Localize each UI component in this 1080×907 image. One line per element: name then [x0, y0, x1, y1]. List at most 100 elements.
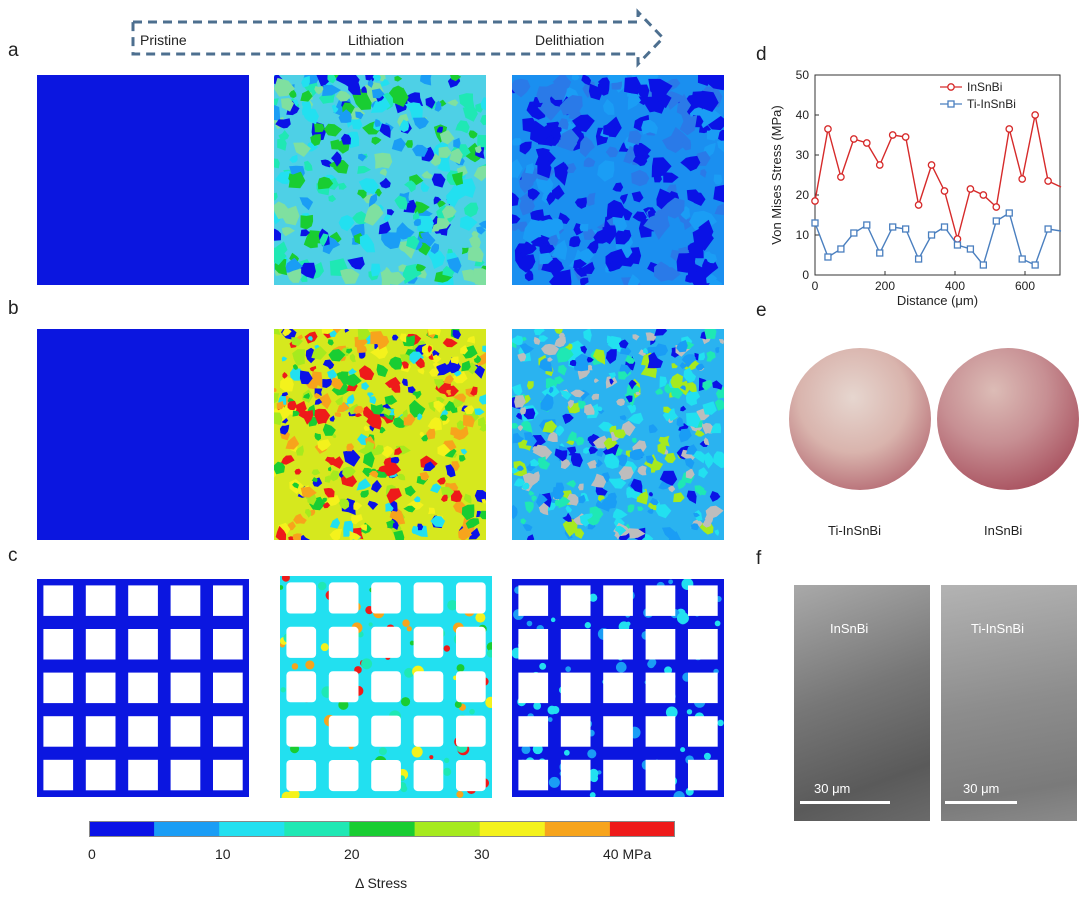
point-0-10 [940, 187, 949, 195]
point-0-18 [1044, 177, 1052, 185]
x-tick-label: 600 [1015, 279, 1035, 293]
point-1-18 [1044, 225, 1052, 233]
point-0-1 [824, 125, 832, 133]
sem-scale-bar-right [945, 801, 1017, 804]
panel-label-f: f [756, 548, 762, 569]
point-0-0 [811, 197, 819, 205]
point-0-17 [1031, 111, 1039, 119]
stress-line-chart: 0 10 20 30 40 50 0 200 400 600 Distance (μm) Von Mi… [769, 68, 1062, 308]
sem-scale-text-right: 30 μm [963, 781, 1000, 796]
point-1-11 [953, 241, 962, 249]
point-0-13 [979, 191, 988, 199]
point-1-17 [1031, 261, 1039, 269]
legend-label-1: Ti-InSnBi [967, 97, 1016, 111]
x-tick-label: 400 [945, 279, 965, 293]
point-1-5 [876, 249, 884, 257]
legend-label-0: InSnBi [967, 80, 1002, 94]
point-0-4 [862, 139, 871, 147]
y-tick-label: 50 [796, 68, 810, 82]
photo-ti-insnbi-disc [789, 348, 931, 490]
sim-a-lithiation [274, 75, 486, 285]
point-1-9 [927, 231, 936, 239]
colorbar-swatch [154, 821, 220, 837]
point-1-15 [1005, 209, 1013, 217]
point-0-6 [888, 131, 897, 139]
panel-label-e: e [756, 300, 767, 321]
sem-image-insnbi: InSnBi 30 μm [794, 585, 930, 821]
y-tick-label: 30 [796, 148, 810, 162]
panel-label-d: d [756, 44, 767, 65]
colorbar-tick-40: 40 MPa [603, 846, 652, 862]
y-tick-label: 40 [796, 108, 810, 122]
colorbar-swatch [219, 821, 285, 837]
sim-a-pristine [37, 75, 249, 285]
panel-label-a: a [8, 40, 19, 61]
sim-a-delithiation [512, 75, 724, 285]
sim-b-pristine [37, 329, 249, 540]
colorbar-tick-20: 20 [344, 846, 360, 862]
colorbar-swatch [89, 821, 155, 837]
panel-label-b: b [8, 298, 19, 319]
colorbar-swatch [414, 821, 481, 837]
colorbar-label: Δ Stress [355, 875, 408, 891]
sem-image-ti-insnbi: Ti-InSnBi 30 μm [941, 585, 1077, 821]
sem-scale-bar-left [800, 801, 890, 804]
y-axis-label: Von Mises Stress (MPa) [769, 105, 784, 244]
point-1-10 [940, 223, 949, 231]
point-0-2 [837, 173, 845, 181]
y-tick-label: 10 [796, 228, 810, 242]
point-1-16 [1018, 255, 1026, 263]
point-1-2 [837, 245, 845, 253]
point-0-7 [901, 133, 910, 141]
point-0-8 [914, 201, 923, 209]
legend-marker-1 [947, 100, 955, 108]
sim-c-lithiation [280, 576, 492, 798]
colorbar-tick-30: 30 [474, 846, 490, 862]
photo-caption-right: InSnBi [984, 523, 1023, 538]
y-tick-label: 20 [796, 188, 810, 202]
x-tick-label: 200 [875, 279, 895, 293]
point-0-14 [992, 203, 1001, 211]
point-0-15 [1005, 125, 1014, 133]
sim-b-delithiation [512, 329, 724, 540]
point-1-7 [901, 225, 910, 233]
photo-caption-left: Ti-InSnBi [828, 523, 881, 538]
sim-b-lithiation [274, 329, 486, 540]
electrode-photos [789, 348, 1079, 490]
legend-marker-0 [947, 83, 955, 91]
point-0-12 [966, 185, 975, 193]
colorbar-swatch [544, 821, 611, 837]
colorbar [89, 821, 675, 837]
point-1-3 [850, 229, 858, 237]
x-axis-label: Distance (μm) [897, 293, 978, 308]
sem-label-insnbi: InSnBi [830, 621, 869, 636]
colorbar-swatch [284, 821, 350, 837]
panel-label-c: c [8, 545, 18, 566]
point-1-12 [966, 245, 975, 253]
y-tick-label: 0 [802, 268, 809, 282]
point-1-13 [979, 261, 988, 269]
stage-lithiation: Lithiation [348, 32, 405, 48]
sem-scale-text-left: 30 μm [814, 781, 851, 796]
photo-insnbi-disc [937, 348, 1079, 490]
colorbar-swatch [609, 821, 675, 837]
sem-label-ti-insnbi: Ti-InSnBi [971, 621, 1024, 636]
colorbar-swatch [349, 821, 415, 837]
point-0-9 [927, 161, 936, 169]
point-1-8 [914, 255, 923, 263]
x-tick-label: 0 [812, 279, 819, 293]
point-1-0 [811, 219, 819, 227]
colorbar-tick-10: 10 [215, 846, 231, 862]
point-0-16 [1018, 175, 1027, 183]
stage-pristine: Pristine [140, 32, 187, 48]
stage-delithiation: Delithiation [535, 32, 605, 48]
point-1-4 [863, 221, 871, 229]
colorbar-tick-0: 0 [88, 846, 96, 862]
point-1-14 [992, 217, 1000, 225]
point-0-5 [875, 161, 884, 169]
point-1-6 [889, 223, 897, 231]
sim-c-pristine [37, 579, 249, 797]
sim-c-delithiation [512, 579, 724, 797]
plot-frame [814, 74, 1061, 276]
point-0-3 [850, 135, 858, 143]
